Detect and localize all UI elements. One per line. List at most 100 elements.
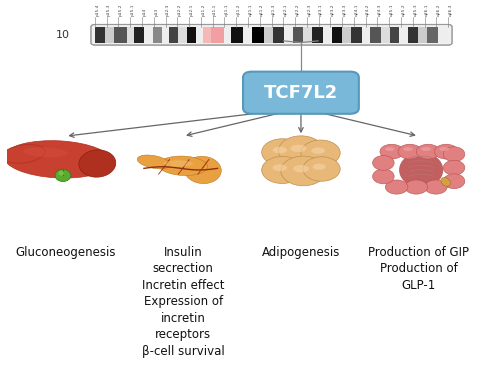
Text: q25.2: q25.2: [402, 4, 406, 16]
Bar: [362, 27, 370, 43]
Bar: [196, 27, 202, 43]
Bar: [264, 27, 274, 43]
Bar: [418, 27, 427, 43]
Ellipse shape: [311, 147, 325, 154]
Ellipse shape: [443, 174, 465, 189]
Text: TCF7L2: TCF7L2: [264, 84, 338, 102]
Text: q26.2: q26.2: [437, 4, 441, 16]
Ellipse shape: [386, 180, 408, 194]
Ellipse shape: [405, 180, 427, 194]
Text: q26.1: q26.1: [425, 4, 429, 16]
Bar: [408, 27, 418, 43]
Bar: [342, 27, 351, 43]
FancyBboxPatch shape: [243, 72, 359, 114]
Ellipse shape: [281, 156, 326, 186]
Text: q21.2: q21.2: [260, 4, 264, 16]
Ellipse shape: [290, 145, 306, 152]
Ellipse shape: [79, 150, 116, 177]
Bar: [144, 27, 153, 43]
Bar: [398, 27, 407, 43]
Text: p15.2: p15.2: [119, 4, 123, 16]
Ellipse shape: [272, 164, 287, 171]
Text: 10: 10: [56, 30, 70, 40]
Ellipse shape: [301, 140, 340, 166]
Bar: [312, 27, 322, 43]
Ellipse shape: [164, 160, 193, 167]
Bar: [153, 27, 162, 43]
Ellipse shape: [424, 180, 447, 194]
Text: p11.1: p11.1: [213, 4, 217, 16]
Text: p12.2: p12.2: [178, 4, 182, 16]
Text: q21.3: q21.3: [272, 4, 276, 16]
Ellipse shape: [443, 160, 465, 175]
Text: q24.3: q24.3: [378, 4, 382, 16]
Ellipse shape: [58, 171, 64, 176]
Text: p15.3: p15.3: [107, 4, 111, 16]
Bar: [252, 27, 264, 43]
Bar: [370, 27, 381, 43]
Text: q11.1: q11.1: [225, 4, 229, 16]
Bar: [381, 27, 390, 43]
Bar: [224, 27, 231, 43]
Text: q25.1: q25.1: [390, 4, 394, 16]
Ellipse shape: [272, 147, 287, 154]
Bar: [438, 27, 448, 43]
Text: q21.1: q21.1: [248, 4, 252, 16]
Bar: [95, 27, 106, 43]
Bar: [390, 27, 398, 43]
Ellipse shape: [2, 145, 46, 163]
Ellipse shape: [385, 147, 394, 151]
Text: p13: p13: [154, 8, 158, 16]
Ellipse shape: [440, 147, 449, 151]
Text: q11.2: q11.2: [236, 4, 240, 16]
Ellipse shape: [372, 155, 394, 170]
Ellipse shape: [443, 147, 465, 162]
Text: q22.2: q22.2: [296, 4, 300, 16]
Ellipse shape: [293, 165, 309, 172]
Ellipse shape: [399, 152, 443, 188]
Ellipse shape: [184, 157, 222, 184]
Bar: [169, 27, 178, 43]
Bar: [126, 27, 134, 43]
Ellipse shape: [262, 157, 303, 184]
Bar: [114, 27, 126, 43]
Text: q22.3: q22.3: [308, 4, 312, 16]
Ellipse shape: [372, 169, 394, 184]
Text: q23.1: q23.1: [319, 4, 323, 16]
Bar: [292, 27, 304, 43]
Ellipse shape: [380, 144, 404, 159]
Text: p12.1: p12.1: [190, 4, 194, 16]
Ellipse shape: [262, 139, 303, 166]
Text: p15.4: p15.4: [96, 4, 100, 16]
Ellipse shape: [138, 155, 170, 169]
Ellipse shape: [421, 147, 431, 151]
Bar: [304, 27, 312, 43]
Bar: [162, 27, 169, 43]
Bar: [186, 27, 196, 43]
Text: q25.3: q25.3: [414, 4, 418, 16]
Bar: [332, 27, 342, 43]
Ellipse shape: [303, 157, 340, 181]
Ellipse shape: [312, 164, 326, 170]
Ellipse shape: [55, 169, 71, 182]
Bar: [212, 27, 224, 43]
Ellipse shape: [398, 144, 421, 159]
Text: Production of GIP
Production of
GLP-1: Production of GIP Production of GLP-1: [368, 246, 469, 292]
Text: q24.1: q24.1: [354, 4, 358, 16]
Bar: [202, 27, 211, 43]
Text: p12.3: p12.3: [166, 4, 170, 16]
Ellipse shape: [4, 141, 112, 178]
Bar: [284, 27, 292, 43]
Bar: [351, 27, 362, 43]
Text: Gluconeogenesis: Gluconeogenesis: [15, 246, 116, 259]
Ellipse shape: [24, 147, 68, 157]
Ellipse shape: [158, 156, 208, 175]
Bar: [274, 27, 284, 43]
Text: p11.2: p11.2: [202, 4, 205, 16]
Text: Insulin
secrection
Incretin effect
Expression of
incretin
receptors
β-cell survi: Insulin secrection Incretin effect Expre…: [142, 246, 224, 358]
Bar: [231, 27, 243, 43]
Text: p14: p14: [142, 8, 146, 16]
Text: q26.3: q26.3: [448, 4, 452, 16]
Bar: [322, 27, 332, 43]
Text: q24.2: q24.2: [366, 4, 370, 16]
